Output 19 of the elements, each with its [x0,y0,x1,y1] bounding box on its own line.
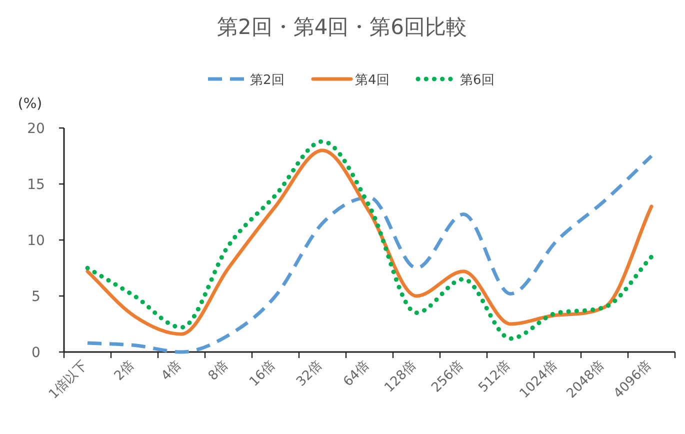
x-tick-label: 8倍 [206,358,232,384]
x-tick-label: 64倍 [340,358,372,390]
y-tick-label: 0 [32,345,40,361]
x-tick-label: 1倍以下 [46,358,90,402]
x-tick-label: 128倍 [382,358,420,396]
legend-label: 第2回 [250,73,284,88]
y-axis-title: (%) [18,96,42,112]
y-tick-label: 15 [27,177,45,193]
legend-label: 第4回 [355,73,390,88]
x-tick-label: 16倍 [246,358,278,390]
y-tick-label: 10 [27,233,45,249]
y-tick-label: 20 [27,121,45,137]
y-tick-label: 5 [32,289,40,305]
x-tick-label: 2倍 [112,358,138,384]
x-tick-label: 512倍 [476,358,514,396]
chart-title: 第2回・第4回・第6回比較 [216,15,468,39]
x-tick-label: 32倍 [294,358,326,390]
legend-label: 第6回 [460,73,494,88]
x-tick-label: 4倍 [158,358,184,384]
